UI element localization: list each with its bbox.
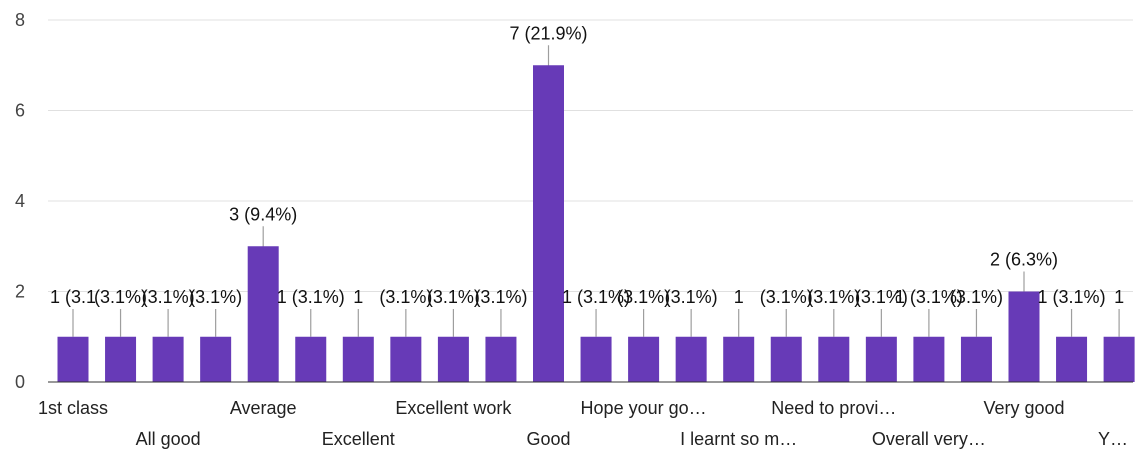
x-tick-label: Y… [1098, 429, 1128, 449]
data-label: 1 [1114, 287, 1124, 307]
bar [675, 336, 707, 382]
data-label: (3.1%) [379, 287, 432, 307]
data-label: 1 (3.1 [50, 287, 96, 307]
data-label: (3.1%) [474, 287, 527, 307]
data-label: 1 (3.1%) [1038, 287, 1106, 307]
x-tick-label: I learnt so m… [680, 429, 797, 449]
data-label: (3.1%) [807, 287, 860, 307]
y-tick-label: 0 [15, 372, 25, 392]
data-label: 1 [353, 287, 363, 307]
bar [437, 336, 469, 382]
bar [628, 336, 660, 382]
data-label: (3.1%) [760, 287, 813, 307]
y-axis-ticks: 0 2 4 6 8 [15, 10, 25, 392]
bar [152, 336, 184, 382]
bar [1008, 291, 1040, 382]
y-tick-label: 8 [15, 10, 25, 30]
data-label: (3.1%) [950, 287, 1003, 307]
bar [913, 336, 945, 382]
bar [818, 336, 850, 382]
data-label: (3.1%) [94, 287, 147, 307]
x-tick-label: Hope your go… [581, 398, 707, 418]
bar [533, 65, 564, 382]
y-tick-label: 6 [15, 101, 25, 121]
bar [580, 336, 612, 382]
x-tick-label: 1st class [38, 398, 108, 418]
bars [57, 65, 1135, 382]
bar [1056, 336, 1088, 382]
data-label: (3.1%) [427, 287, 480, 307]
bar [865, 336, 897, 382]
data-label: (3.1%) [855, 287, 908, 307]
x-tick-label: Overall very… [872, 429, 986, 449]
x-tick-label: Average [230, 398, 297, 418]
data-label: 3 (9.4%) [229, 204, 297, 224]
bar [390, 336, 422, 382]
bar [1103, 336, 1135, 382]
x-tick-label: Excellent work [395, 398, 512, 418]
bar [723, 336, 755, 382]
bar [295, 336, 327, 382]
bar [105, 336, 137, 382]
bar [200, 336, 232, 382]
bar [247, 246, 279, 382]
bar [57, 336, 89, 382]
data-label: 7 (21.9%) [509, 23, 587, 43]
y-tick-label: 4 [15, 191, 25, 211]
bar [485, 336, 517, 382]
bar [770, 336, 802, 382]
data-label: 2 (6.3%) [990, 250, 1058, 270]
gridlines [48, 19, 1133, 292]
data-label: 1 (3.1%) [895, 287, 963, 307]
data-label: 1 (3.1%) [277, 287, 345, 307]
bar [342, 336, 374, 382]
x-axis-labels: 1st class All good Average ExcellentExcelle… [38, 398, 1128, 449]
x-tick-label: Very good [983, 398, 1064, 418]
data-label: (3.1%) [142, 287, 195, 307]
data-label: 1 [734, 287, 744, 307]
data-label: (3.1%) [189, 287, 242, 307]
data-label: 1 (3.1%) [562, 287, 630, 307]
y-tick-label: 2 [15, 282, 25, 302]
data-label: (3.1%) [665, 287, 718, 307]
x-tick-label: Excellent [322, 429, 395, 449]
data-labels: 1 (3.1(3.1%)(3.1%)(3.1%)3 (9.4%)1 (3.1%)… [50, 23, 1124, 307]
data-label: (3.1%) [617, 287, 670, 307]
x-tick-label: Good [526, 429, 570, 449]
bar [960, 336, 992, 382]
x-tick-label: All good [136, 429, 201, 449]
x-tick-label: Need to provi… [771, 398, 896, 418]
